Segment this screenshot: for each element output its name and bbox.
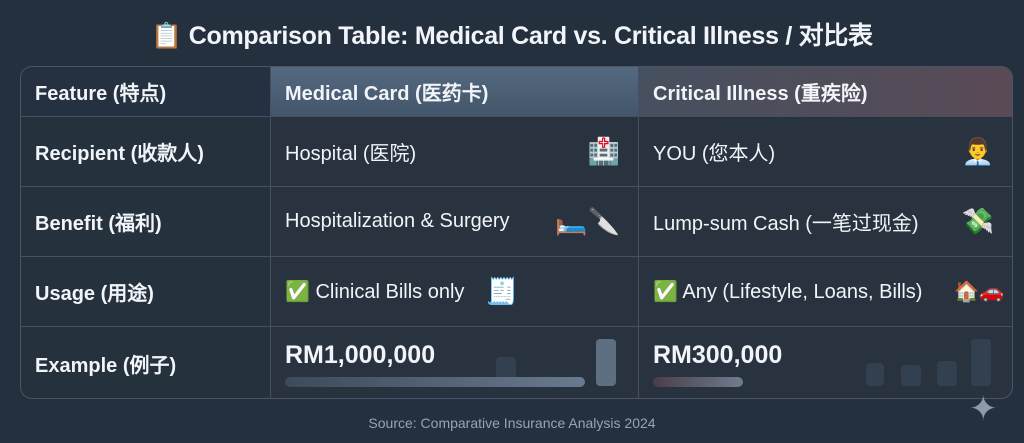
sparkle-icon: ✦ <box>969 390 998 428</box>
feature-label: Usage (用途) <box>21 257 271 326</box>
medical-cell: Hospital (医院) 🏥 <box>271 117 639 186</box>
clipboard-icon: 📋 <box>151 22 183 50</box>
comparison-table: Feature (特点) Medical Card (医药卡) Critical… <box>20 66 1013 399</box>
header-feature: Feature (特点) <box>21 67 271 116</box>
critical-cell: YOU (您本人) 👨‍💼 <box>653 136 994 166</box>
header-medical-card: Medical Card (医药卡) <box>271 67 639 116</box>
page-title: 📋 Comparison Table: Medical Card vs. Cri… <box>151 22 873 50</box>
feature-label: Recipient (收款人) <box>21 117 271 186</box>
medical-cell: Hospitalization & Surgery 🛏️🔪 <box>271 187 639 256</box>
hospital-icon: 🏥 <box>587 136 620 166</box>
critical-cell: ✅ Any (Lifestyle, Loans, Bills) 🏠🚗 <box>653 281 1004 303</box>
house-car-piggybank-icon: 🏠🚗 <box>954 281 1004 303</box>
bed-scalpel-icon: 🛏️🔪 <box>555 206 620 236</box>
bar-decoration <box>596 339 616 386</box>
medical-amount-bar <box>285 377 585 387</box>
feature-label: Benefit (福利) <box>21 187 271 256</box>
money-hand-icon: 💸 <box>961 206 994 236</box>
person-icon: 👨‍💼 <box>961 136 994 166</box>
table-header-row: Feature (特点) Medical Card (医药卡) Critical… <box>21 67 1012 117</box>
feature-label: Example (例子) <box>21 327 271 398</box>
table-row: Example (例子) RM1,000,000 RM300,000 <box>21 327 1012 398</box>
medical-cell: ✅ Clinical Bills only 🧾 <box>271 257 639 326</box>
critical-cell: RM300,000 <box>639 327 1012 398</box>
table-row: Usage (用途) ✅ Clinical Bills only 🧾 ✅ Any … <box>21 257 1012 327</box>
source-caption: Source: Comparative Insurance Analysis 2… <box>368 415 656 431</box>
medical-cell: RM1,000,000 <box>271 327 639 398</box>
table-row: Benefit (福利) Hospitalization & Surgery 🛏️… <box>21 187 1012 257</box>
header-critical-illness: Critical Illness (重疾险) <box>639 67 1012 116</box>
table-row: Recipient (收款人) Hospital (医院) 🏥 YOU (您本人)… <box>21 117 1012 187</box>
critical-cell: Lump-sum Cash (一笔过现金) 💸 <box>653 206 994 236</box>
critical-amount-bar <box>653 377 743 387</box>
bill-receipt-icon: 🧾 <box>485 276 518 306</box>
